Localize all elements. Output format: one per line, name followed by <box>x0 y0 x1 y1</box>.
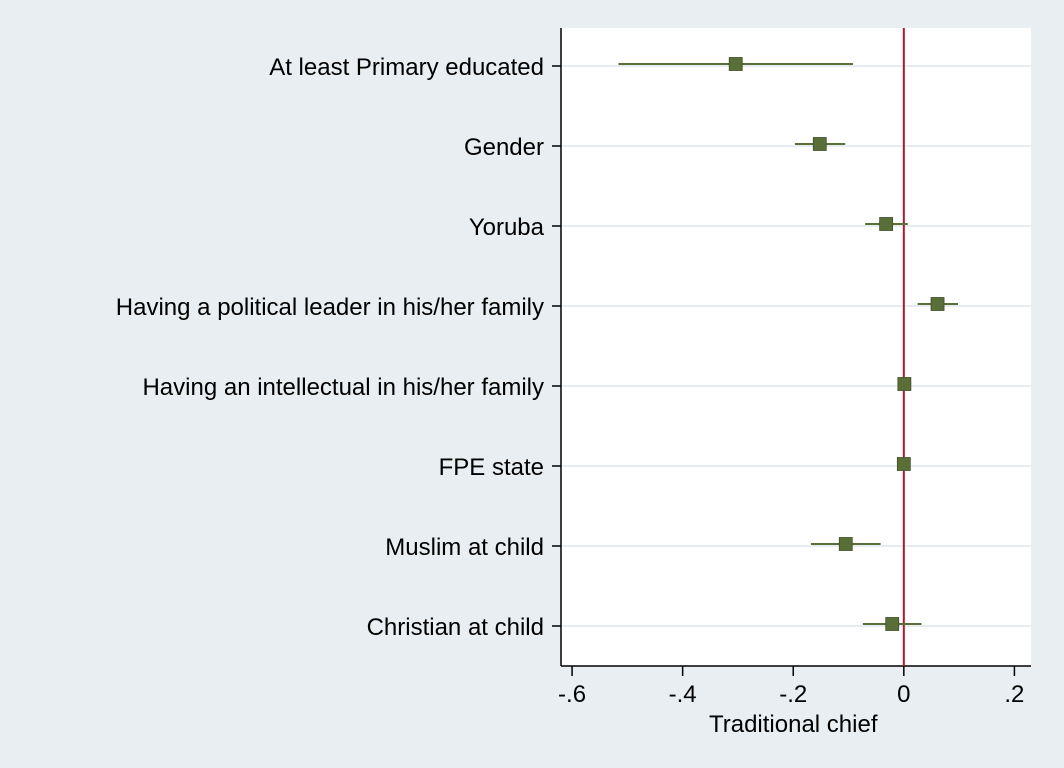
point-estimate-marker <box>896 457 911 471</box>
point-estimate-marker <box>812 137 827 151</box>
plot-area <box>561 28 1031 666</box>
category-label: Muslim at child <box>385 534 544 561</box>
point-estimate-marker <box>879 217 894 231</box>
point-estimate-marker <box>885 617 900 631</box>
category-label: At least Primary educated <box>269 54 544 81</box>
category-label: Having a political leader in his/her fam… <box>116 294 544 321</box>
point-estimate-marker <box>838 537 853 551</box>
category-label: Gender <box>464 134 544 161</box>
point-estimate-marker <box>930 297 945 311</box>
point-estimate-marker <box>897 377 912 391</box>
category-label: Having an intellectual in his/her family <box>142 374 544 401</box>
category-label: FPE state <box>439 454 544 481</box>
point-estimate-marker <box>728 57 743 71</box>
category-label: Christian at child <box>367 614 544 641</box>
x-tick-label: 0 <box>897 681 910 708</box>
x-tick-label: -.4 <box>669 681 697 708</box>
x-tick-label: -.2 <box>779 681 807 708</box>
x-axis-title: Traditional chief <box>709 711 878 738</box>
category-label: Yoruba <box>469 214 545 241</box>
x-tick-label: -.6 <box>558 681 586 708</box>
x-tick-label: .2 <box>1004 681 1024 708</box>
